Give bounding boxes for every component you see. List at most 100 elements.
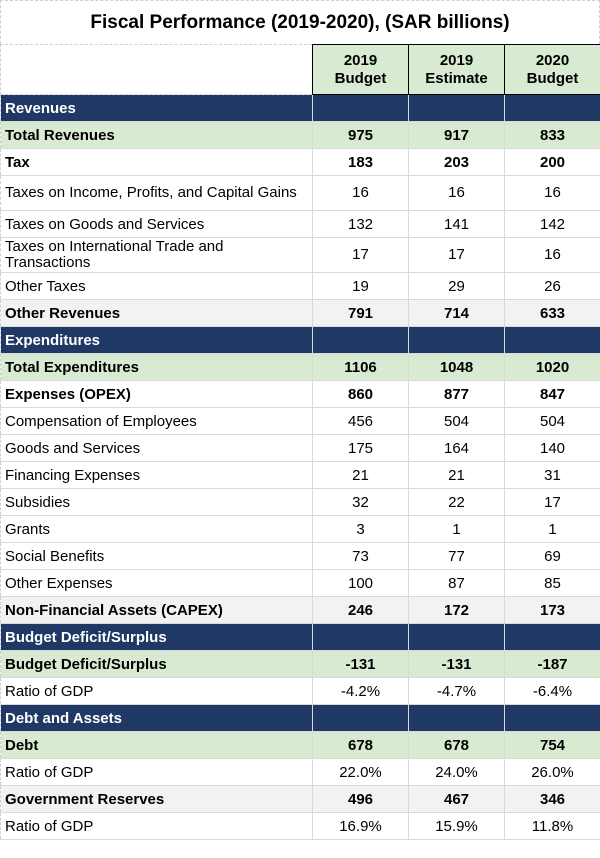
row-value: -6.4% xyxy=(504,677,600,705)
row-label: Debt xyxy=(0,731,313,759)
column-header-line2: Budget xyxy=(334,69,387,87)
row-label: Budget Deficit/Surplus xyxy=(0,650,313,678)
row-value: 140 xyxy=(504,434,600,462)
row-value: 141 xyxy=(408,210,505,238)
row-value: 21 xyxy=(408,461,505,489)
row-label: Expenses (OPEX) xyxy=(0,380,313,408)
row-value: 975 xyxy=(312,121,409,149)
row-label: Ratio of GDP xyxy=(0,812,313,840)
table-row: Government Reserves 496 467 346 xyxy=(0,785,600,813)
table-row: Other Revenues 791 714 633 xyxy=(0,299,600,327)
row-value: 173 xyxy=(504,596,600,624)
row-value xyxy=(504,94,600,122)
row-label: Taxes on Income, Profits, and Capital Ga… xyxy=(0,175,313,211)
row-value: 16 xyxy=(504,175,600,211)
row-label: Other Taxes xyxy=(0,272,313,300)
row-value xyxy=(504,704,600,732)
row-value: 22.0% xyxy=(312,758,409,786)
table-row: Grants 3 1 1 xyxy=(0,515,600,543)
row-label: Non-Financial Assets (CAPEX) xyxy=(0,596,313,624)
row-value: 26.0% xyxy=(504,758,600,786)
row-label: Total Revenues xyxy=(0,121,313,149)
section-header-row: Expenditures xyxy=(0,326,600,354)
table-row: Ratio of GDP -4.2% -4.7% -6.4% xyxy=(0,677,600,705)
column-header-line1: 2019 xyxy=(343,51,378,69)
table-row: Social Benefits 73 77 69 xyxy=(0,542,600,570)
row-value: 456 xyxy=(312,407,409,435)
row-value: 17 xyxy=(408,237,505,273)
row-value: 87 xyxy=(408,569,505,597)
row-label: Total Expenditures xyxy=(0,353,313,381)
row-value: 16 xyxy=(504,237,600,273)
row-label: Financing Expenses xyxy=(0,461,313,489)
table-row: Taxes on Income, Profits, and Capital Ga… xyxy=(0,175,600,211)
row-value: 100 xyxy=(312,569,409,597)
row-label: Other Expenses xyxy=(0,569,313,597)
table-row: Subsidies 32 22 17 xyxy=(0,488,600,516)
row-value: 1048 xyxy=(408,353,505,381)
table-row: Budget Deficit/Surplus -131 -131 -187 xyxy=(0,650,600,678)
row-value: 17 xyxy=(504,488,600,516)
column-header-2019-estimate: 2019 Estimate xyxy=(408,44,505,95)
table-row: Taxes on International Trade and Transac… xyxy=(0,237,600,273)
row-value xyxy=(408,623,505,651)
table-row: Ratio of GDP 16.9% 15.9% 11.8% xyxy=(0,812,600,840)
column-header-line2: Budget xyxy=(526,69,579,87)
row-value: 16 xyxy=(312,175,409,211)
row-label: Budget Deficit/Surplus xyxy=(0,623,313,651)
column-header-line1: 2020 xyxy=(535,51,570,69)
row-value: 917 xyxy=(408,121,505,149)
row-value: 183 xyxy=(312,148,409,176)
row-label: Debt and Assets xyxy=(0,704,313,732)
header-blank-cell xyxy=(0,44,313,95)
row-label: Subsidies xyxy=(0,488,313,516)
row-value: 467 xyxy=(408,785,505,813)
row-value: 85 xyxy=(504,569,600,597)
row-value: -187 xyxy=(504,650,600,678)
row-value: 69 xyxy=(504,542,600,570)
table-row: Total Expenditures 1106 1048 1020 xyxy=(0,353,600,381)
row-value: 754 xyxy=(504,731,600,759)
row-value xyxy=(312,94,409,122)
row-value: -131 xyxy=(312,650,409,678)
row-value: 1106 xyxy=(312,353,409,381)
header-row: 2019 Budget 2019 Estimate 2020 Budget xyxy=(0,44,600,95)
row-value: 16 xyxy=(408,175,505,211)
row-value: 678 xyxy=(312,731,409,759)
row-label: Tax xyxy=(0,148,313,176)
table-row: Compensation of Employees 456 504 504 xyxy=(0,407,600,435)
row-value: 19 xyxy=(312,272,409,300)
section-header-row: Debt and Assets xyxy=(0,704,600,732)
row-value: 142 xyxy=(504,210,600,238)
row-value: 678 xyxy=(408,731,505,759)
table-row: Tax 183 203 200 xyxy=(0,148,600,176)
row-value: 77 xyxy=(408,542,505,570)
row-value: 3 xyxy=(312,515,409,543)
row-value xyxy=(504,623,600,651)
row-label: Grants xyxy=(0,515,313,543)
row-value: 1020 xyxy=(504,353,600,381)
table-row: Expenses (OPEX) 860 877 847 xyxy=(0,380,600,408)
column-header-line1: 2019 xyxy=(439,51,474,69)
row-label: Taxes on International Trade and Transac… xyxy=(0,237,313,273)
row-value xyxy=(504,326,600,354)
table-title: Fiscal Performance (2019-2020), (SAR bil… xyxy=(0,0,600,44)
row-value: 16.9% xyxy=(312,812,409,840)
row-value: 633 xyxy=(504,299,600,327)
section-header-row: Budget Deficit/Surplus xyxy=(0,623,600,651)
row-value xyxy=(408,326,505,354)
row-value: 504 xyxy=(408,407,505,435)
section-header-row: Revenues xyxy=(0,94,600,122)
row-value: 496 xyxy=(312,785,409,813)
table-row: Non-Financial Assets (CAPEX) 246 172 173 xyxy=(0,596,600,624)
table-row: Ratio of GDP 22.0% 24.0% 26.0% xyxy=(0,758,600,786)
column-header-2020-budget: 2020 Budget xyxy=(504,44,600,95)
row-value: -4.2% xyxy=(312,677,409,705)
row-value: 132 xyxy=(312,210,409,238)
row-value: -4.7% xyxy=(408,677,505,705)
column-header-line2: Estimate xyxy=(425,69,488,87)
row-value: 1 xyxy=(504,515,600,543)
row-value: 15.9% xyxy=(408,812,505,840)
row-label: Social Benefits xyxy=(0,542,313,570)
row-value xyxy=(408,704,505,732)
